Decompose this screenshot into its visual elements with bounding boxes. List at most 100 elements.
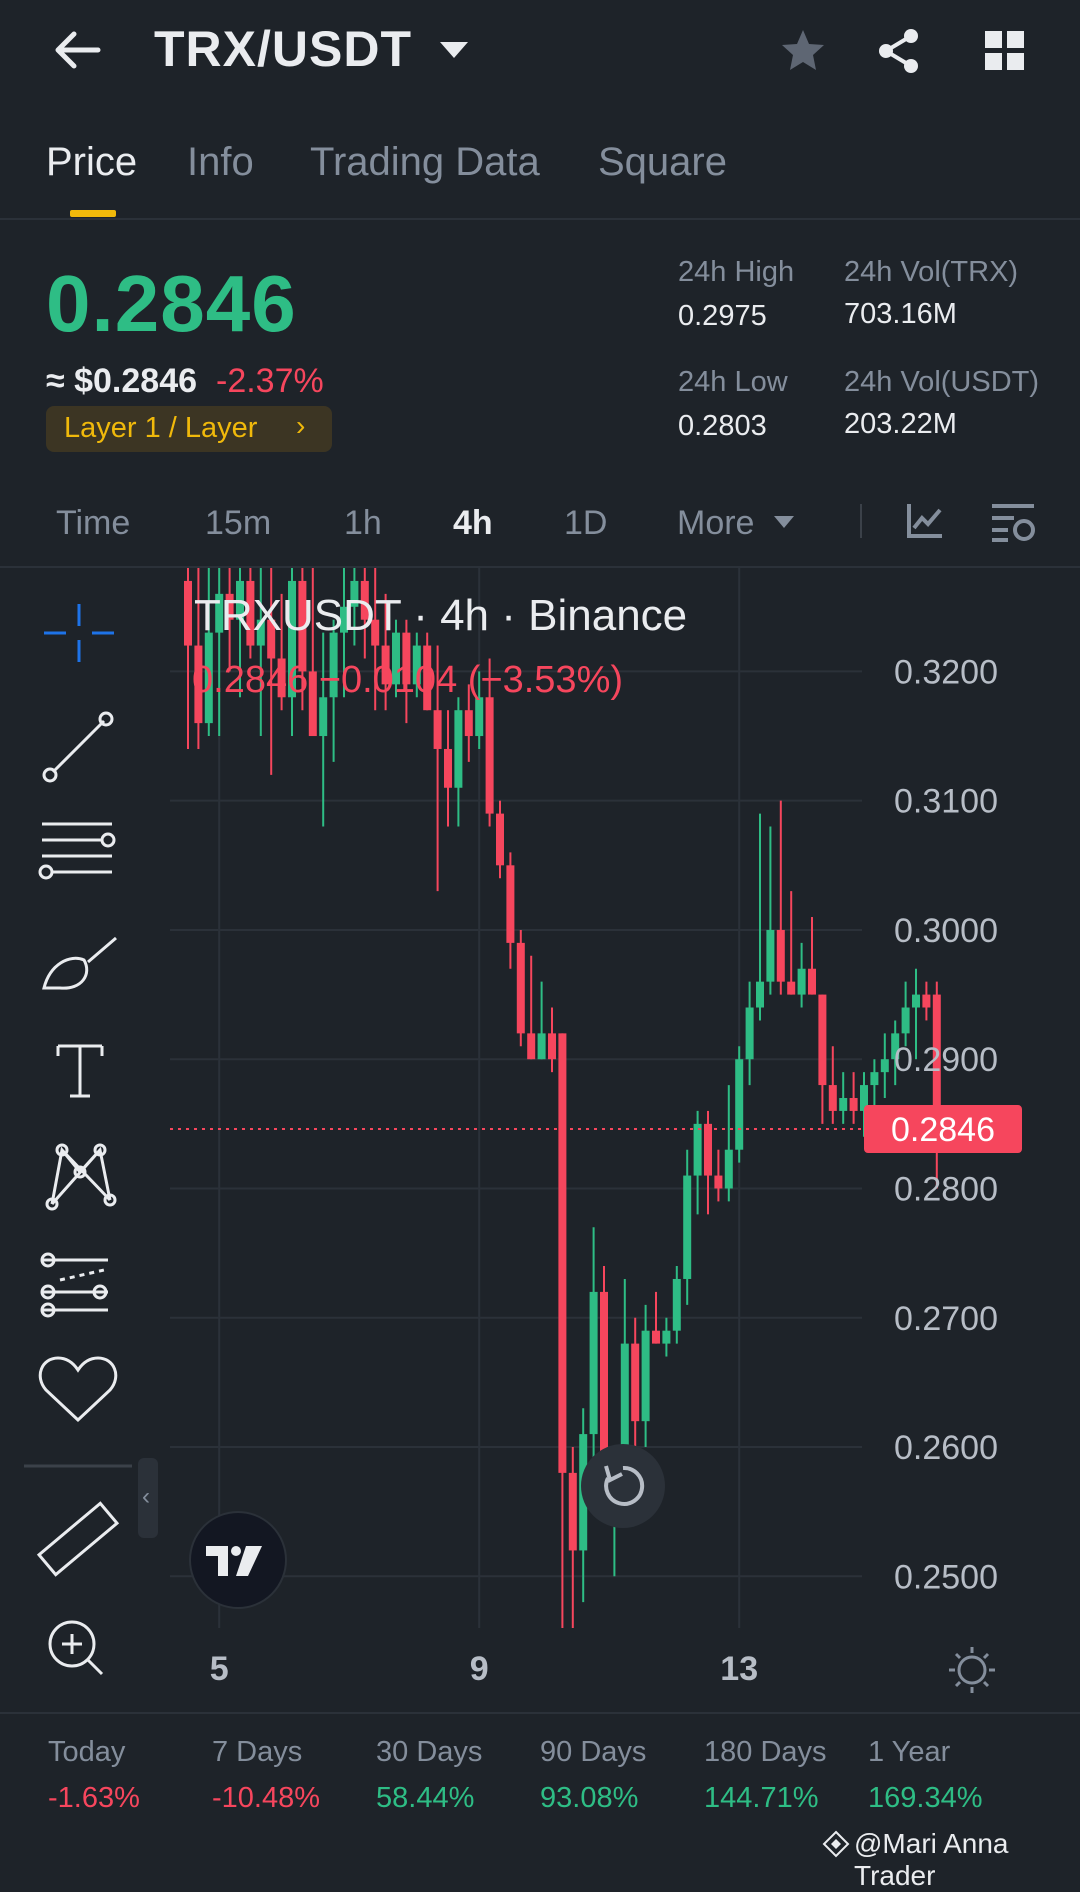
back-arrow-icon[interactable] — [52, 30, 102, 70]
tab-square[interactable]: Square — [598, 140, 727, 184]
candle-body — [672, 1278, 681, 1331]
candle-body — [704, 1123, 712, 1176]
price-tick-label: 0.2900 — [894, 1041, 998, 1079]
candle-body — [880, 1059, 889, 1073]
candle-body — [756, 981, 764, 1008]
brush-icon[interactable] — [42, 936, 117, 990]
candle-body — [714, 1175, 723, 1189]
price-tick-label: 0.3100 — [894, 783, 998, 821]
star-icon[interactable] — [778, 26, 828, 76]
candle — [402, 619, 411, 724]
candle — [392, 619, 400, 698]
trend-line-icon[interactable] — [42, 711, 114, 783]
price-tick-label: 0.2500 — [894, 1558, 998, 1596]
interval-15m[interactable]: 15m — [205, 504, 272, 542]
candle-body — [298, 580, 307, 672]
candle-body — [308, 671, 317, 737]
candle — [319, 632, 328, 827]
candle — [184, 568, 192, 749]
candle — [194, 568, 203, 749]
candle-body — [537, 1033, 546, 1060]
candle-body — [485, 697, 494, 814]
candle-body — [267, 619, 276, 659]
high-label: 24h High — [678, 256, 795, 288]
high-value: 0.2975 — [678, 300, 767, 332]
candle-body — [766, 929, 775, 982]
performance-label: 7 Days — [212, 1736, 303, 1768]
candle-body — [932, 994, 941, 1130]
grid-icon[interactable] — [980, 26, 1030, 76]
price-chart[interactable]: 0.3200 0.3100 0.3000 0.2900 0.2800 0.2700 0.26… — [0, 568, 1080, 1713]
candle — [412, 632, 421, 698]
horizontal-lines-icon[interactable] — [38, 822, 116, 880]
vol-quote-label: 24h Vol(USDT) — [844, 366, 1040, 398]
candle — [828, 1046, 837, 1124]
candle — [464, 684, 473, 762]
toolbar-collapse-tab[interactable] — [138, 1458, 158, 1538]
candle-body — [724, 1149, 733, 1189]
candle-body — [204, 632, 213, 724]
candle-body — [797, 968, 806, 995]
candle-body — [849, 1098, 858, 1111]
candle — [340, 568, 348, 698]
candle-body — [631, 1343, 640, 1422]
chart-legend-change: 0.2846 −0.0104 (−3.53%) — [192, 659, 623, 701]
category-tag[interactable] — [46, 406, 332, 452]
interval-time[interactable]: Time — [56, 504, 131, 542]
candle-body — [527, 1033, 536, 1060]
chevron-right-icon: › — [296, 410, 306, 441]
candle — [818, 994, 827, 1124]
candle-body — [236, 580, 244, 620]
candle — [246, 568, 255, 659]
candle — [516, 929, 525, 1047]
fib-lines-icon[interactable] — [40, 1252, 108, 1318]
performance-value: -10.48% — [212, 1782, 321, 1814]
caret-down-icon[interactable] — [440, 42, 468, 58]
performance-value: 93.08% — [540, 1782, 639, 1814]
drawing-toolbar — [0, 568, 158, 1713]
candle-body — [381, 645, 390, 685]
candle — [558, 1033, 567, 1628]
interval-1d[interactable]: 1D — [564, 504, 608, 542]
candle-body — [901, 1007, 910, 1034]
interval-more[interactable]: More — [677, 504, 755, 542]
interval-4h[interactable]: 4h — [453, 504, 493, 542]
pattern-icon[interactable] — [45, 1143, 117, 1211]
candle — [766, 826, 775, 995]
candle-body — [558, 1033, 567, 1473]
indicator-icon[interactable] — [904, 500, 946, 542]
tab-trading-data[interactable]: Trading Data — [310, 140, 540, 184]
candle-body — [475, 697, 484, 737]
reset-chart-icon[interactable] — [581, 1444, 665, 1528]
candle-body — [256, 619, 265, 646]
chart-settings-icon[interactable] — [990, 500, 1036, 544]
candle — [371, 568, 380, 711]
performance-value: 169.34% — [868, 1782, 983, 1814]
performance-label: 90 Days — [540, 1736, 647, 1768]
candle — [267, 568, 276, 775]
interval-1h[interactable]: 1h — [344, 504, 382, 542]
candle — [537, 981, 546, 1060]
candle-body — [423, 645, 432, 711]
candle-body — [568, 1472, 577, 1551]
pair-title[interactable]: TRX/USDT — [154, 21, 412, 77]
candle — [880, 1033, 889, 1098]
tab-info[interactable]: Info — [187, 140, 254, 184]
tab-price[interactable]: Price — [46, 140, 138, 184]
candle — [735, 1046, 744, 1163]
zoom-in-icon[interactable] — [48, 1620, 104, 1676]
crosshair-icon[interactable] — [44, 604, 114, 662]
performance-label: 180 Days — [704, 1736, 827, 1768]
candle-body — [589, 1291, 598, 1435]
candle — [360, 568, 369, 659]
share-icon[interactable] — [874, 26, 924, 76]
text-icon[interactable] — [56, 1044, 104, 1098]
performance-label: 30 Days — [376, 1736, 483, 1768]
candle — [444, 710, 452, 827]
theme-toggle-icon[interactable] — [949, 1647, 995, 1693]
ruler-icon[interactable] — [36, 1501, 120, 1577]
candle — [693, 1110, 702, 1215]
candle-body — [922, 994, 931, 1008]
candle-body — [444, 748, 452, 788]
heart-icon[interactable] — [38, 1356, 118, 1423]
